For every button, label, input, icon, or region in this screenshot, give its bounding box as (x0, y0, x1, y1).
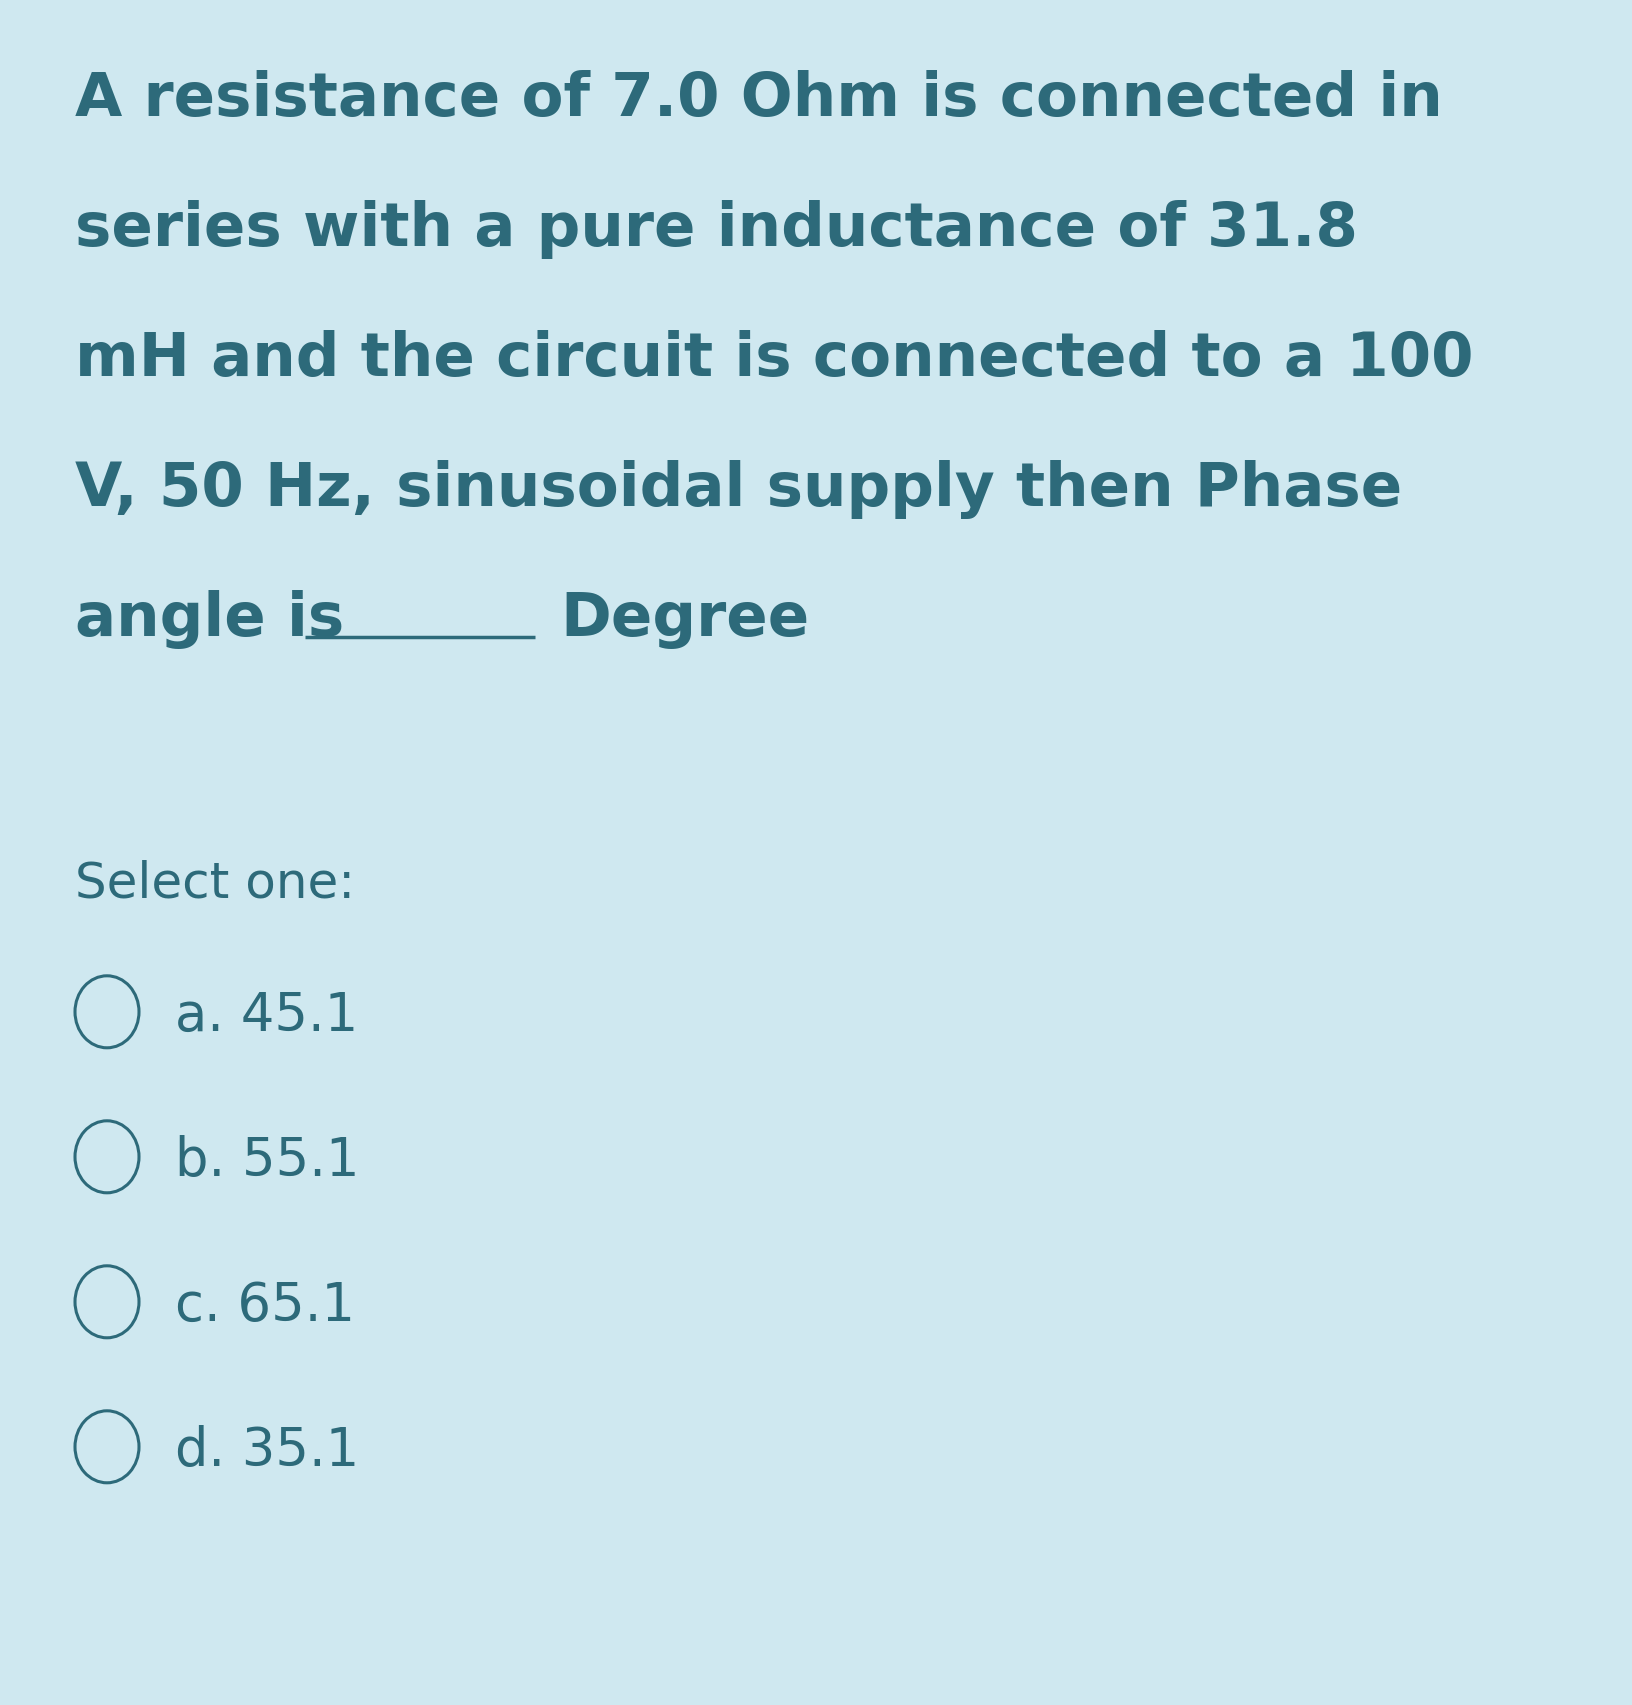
Text: Degree: Degree (560, 590, 809, 648)
Text: b. 55.1: b. 55.1 (175, 1134, 359, 1187)
Text: V, 50 Hz, sinusoidal supply then Phase: V, 50 Hz, sinusoidal supply then Phase (75, 460, 1402, 518)
Text: A resistance of 7.0 Ohm is connected in: A resistance of 7.0 Ohm is connected in (75, 70, 1443, 130)
Text: angle is: angle is (75, 590, 344, 648)
Text: d. 35.1: d. 35.1 (175, 1424, 359, 1477)
Text: c. 65.1: c. 65.1 (175, 1279, 356, 1332)
Text: mH and the circuit is connected to a 100: mH and the circuit is connected to a 100 (75, 329, 1474, 389)
Text: Select one:: Select one: (75, 859, 356, 907)
Text: a. 45.1: a. 45.1 (175, 989, 359, 1042)
Text: series with a pure inductance of 31.8: series with a pure inductance of 31.8 (75, 199, 1358, 259)
